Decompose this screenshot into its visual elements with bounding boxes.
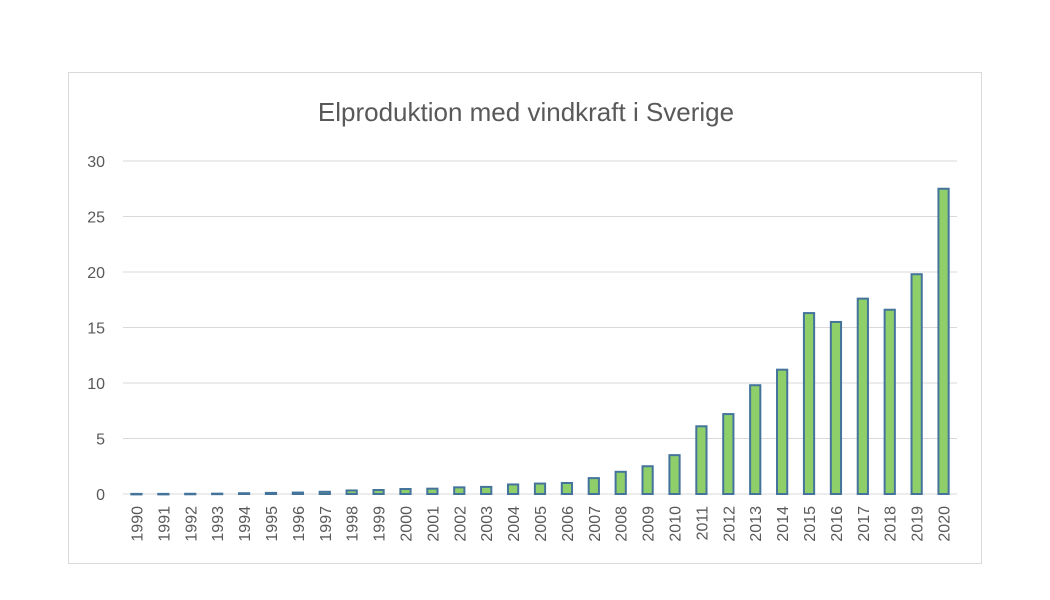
x-tick-label: 1995 <box>264 506 281 542</box>
bar-2016 <box>829 320 843 495</box>
bar-2015 <box>802 312 816 495</box>
bar-2019 <box>910 273 923 495</box>
bar-1992 <box>184 492 197 496</box>
x-tick-label: 2008 <box>614 506 631 542</box>
x-tick-label: 2014 <box>775 506 792 542</box>
x-tick-label: 1998 <box>345 506 362 542</box>
bar-2020 <box>937 187 950 495</box>
x-tick-label: 2010 <box>668 506 685 542</box>
bar-2009 <box>641 465 654 495</box>
x-tick-label: 1992 <box>183 506 200 542</box>
bar-1990 <box>130 492 143 496</box>
gridlines <box>123 160 957 495</box>
bar-2011 <box>695 425 708 496</box>
bar-2005 <box>533 482 547 496</box>
bar-1996 <box>291 491 304 496</box>
bar-2010 <box>668 454 681 495</box>
bar-1993 <box>211 492 224 496</box>
bar-2017 <box>856 297 869 495</box>
bar-2006 <box>560 482 574 495</box>
y-tick-label: 0 <box>96 487 105 504</box>
bar-2002 <box>453 486 466 495</box>
x-tick-label: 1994 <box>237 506 254 542</box>
x-tick-label: 2000 <box>398 506 415 542</box>
y-tick-label: 25 <box>87 210 105 227</box>
x-tick-label: 2019 <box>910 506 927 542</box>
y-tick-label: 30 <box>87 154 105 171</box>
x-tick-label: 2003 <box>479 506 496 542</box>
x-tick-label: 2016 <box>829 506 846 542</box>
bar-2007 <box>587 477 600 496</box>
bar-1994 <box>237 492 251 495</box>
x-tick-label: 1993 <box>210 506 227 542</box>
x-tick-label: 2007 <box>587 506 604 542</box>
bar-1995 <box>264 491 278 496</box>
y-tick-label: 5 <box>96 432 105 449</box>
y-tick-label: 15 <box>87 321 105 338</box>
bar-1991 <box>157 492 170 496</box>
bar-2004 <box>506 483 520 496</box>
x-tick-label: 2002 <box>452 506 469 542</box>
x-tick-label: 2006 <box>560 506 577 542</box>
x-tick-label: 2011 <box>694 506 711 541</box>
bar-2000 <box>399 488 412 496</box>
bar-2013 <box>749 384 762 495</box>
x-tick-label: 1997 <box>318 506 335 542</box>
bar-2003 <box>480 485 493 495</box>
x-tick-label: 1991 <box>156 506 173 542</box>
bar-2018 <box>883 308 896 495</box>
x-tick-label: 2017 <box>856 506 873 542</box>
bar-2008 <box>614 470 627 495</box>
y-tick-label: 20 <box>87 265 105 282</box>
bar-1998 <box>345 489 358 495</box>
x-tick-label: 2012 <box>721 506 738 542</box>
bar-1999 <box>372 489 385 495</box>
x-tick-label: 2018 <box>883 506 900 542</box>
x-tick-label: 1999 <box>372 506 389 542</box>
x-tick-label: 2005 <box>533 506 550 542</box>
x-axis-ticks: 1990 1991 1992 1993 1994 1995 1996 1997 1998 1999… <box>129 506 953 542</box>
bar-1997 <box>318 490 331 495</box>
x-tick-label: 1990 <box>129 506 146 542</box>
x-tick-label: 2009 <box>641 506 658 542</box>
bars <box>130 187 950 496</box>
bar-chart: Elproduktion med vindkraft i Sverige 0 5 1… <box>87 97 957 542</box>
x-tick-label: 2020 <box>937 506 954 542</box>
x-tick-label: 2001 <box>425 506 442 542</box>
x-tick-label: 2015 <box>802 506 819 542</box>
bar-2012 <box>722 413 735 495</box>
bar-2014 <box>776 368 789 495</box>
y-axis-ticks: 0 5 10 15 20 25 30 <box>87 154 105 504</box>
x-tick-label: 1996 <box>291 506 308 542</box>
chart-title: Elproduktion med vindkraft i Sverige <box>318 97 734 127</box>
x-tick-label: 2013 <box>748 506 765 542</box>
bar-2001 <box>426 487 439 495</box>
x-tick-label: 2004 <box>506 506 523 542</box>
chart-area: Elproduktion med vindkraft i Sverige 0 5 1… <box>68 72 982 564</box>
y-tick-label: 10 <box>87 376 105 393</box>
